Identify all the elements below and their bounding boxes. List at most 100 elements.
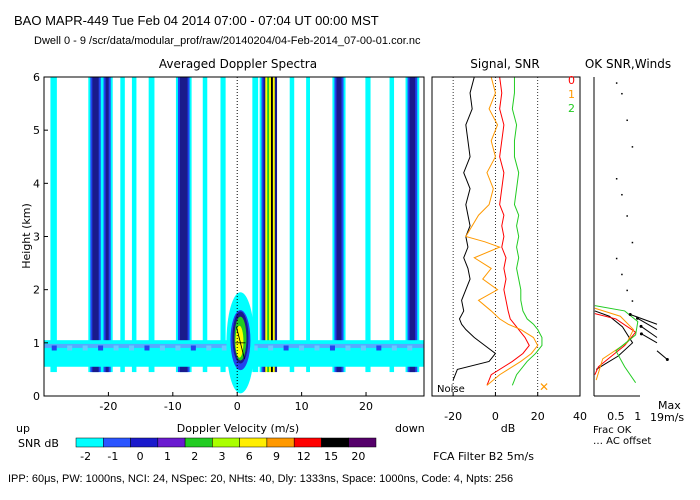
- low-layer-blob-22: [391, 345, 397, 351]
- spectra-x-ticks: -20 -10 0 10 20: [99, 392, 373, 413]
- signal-x-label: dB: [501, 422, 516, 435]
- signal-x-ticks: -20 0 20 40: [444, 392, 587, 423]
- colorbar-swatch-0: [75, 437, 104, 448]
- low-layer-blob-18: [329, 345, 335, 351]
- wind-barb-shaft-1: [637, 317, 658, 330]
- noise-label: Noise: [437, 384, 465, 395]
- winds-title: OK SNR,Winds: [585, 57, 671, 71]
- low-layer-blob-2: [82, 345, 88, 351]
- winds-panel: OK SNR,Winds 0.5 1 Frac OK … AC offset Ma…: [585, 57, 685, 447]
- frac-ok-line-2: [594, 307, 635, 381]
- low-layer-blob-15: [283, 345, 289, 351]
- low-layer-blob-1: [67, 345, 73, 351]
- spectra-xtick-label: 0: [234, 400, 241, 413]
- low-layer-blob-9: [190, 345, 196, 351]
- spectra-xtick-label: -10: [164, 400, 182, 413]
- low-layer-blob-17: [314, 345, 320, 351]
- spectra-band-12: [306, 77, 310, 373]
- frac-ok-line-0: [594, 310, 634, 370]
- colorbar-tick-4: 2: [191, 450, 198, 463]
- signal-series-line-1: [486, 76, 530, 386]
- spectra-band-8: [220, 77, 226, 373]
- spectra-band-5: [148, 77, 155, 373]
- snr-legend-2: 2: [568, 102, 575, 115]
- up-label: up: [16, 422, 30, 435]
- spectra-y-label: Height (km): [20, 203, 33, 269]
- low-layer-blob-20: [360, 345, 366, 351]
- spectra-ytick-label: 0: [33, 390, 40, 403]
- snr-colorbar: SNR dB -2 -1 0 1 2 3 6 9 12 15 20: [18, 437, 377, 463]
- ac-offset-label: … AC offset: [593, 436, 651, 447]
- snr-legend-0: 0: [568, 74, 575, 87]
- spectra-xtick-label: -20: [99, 400, 117, 413]
- colorbar-tick-1: -1: [107, 450, 118, 463]
- fca-filter-label: FCA Filter B2 5m/s: [433, 450, 534, 463]
- wind-barb-head-2: [639, 324, 643, 328]
- colorbar-swatch-5: [212, 437, 240, 448]
- signal-xtick-label: 20: [531, 410, 545, 423]
- spectra-ytick-label: 3: [33, 231, 40, 244]
- colorbar-tick-5: 3: [219, 450, 226, 463]
- spectra-bright-band-strip-2: [263, 77, 266, 373]
- signal-xtick-label: 0: [492, 410, 499, 423]
- signal-snr-panel: Signal, SNR -20 0 20 40 dB Noise 012 ✕: [431, 57, 587, 435]
- colorbar-tick-7: 9: [273, 450, 280, 463]
- low-layer-blob-10: [206, 345, 212, 351]
- signal-frame: [431, 76, 581, 397]
- signal-series-line-3: [511, 77, 543, 386]
- winds-xtick-label: 0.5: [607, 410, 625, 423]
- wind-barb-head-1: [636, 316, 640, 320]
- low-layer-blob-14: [268, 345, 274, 351]
- header-dwell: Dwell 0 - 9 /scr/data/modular_prof/raw/2…: [34, 35, 421, 47]
- low-layer-blob-13: [252, 345, 258, 351]
- spectra-band-6: [179, 77, 188, 373]
- spectra-title: Averaged Doppler Spectra: [159, 57, 317, 71]
- frac-ok-line-1: [594, 313, 637, 375]
- wind-barb-head-0: [628, 312, 632, 316]
- ac-offset-point-6: [626, 215, 628, 217]
- spectra-xtick-label: 10: [295, 400, 309, 413]
- signal-lines: [452, 76, 543, 386]
- wind-barb-shaft-4: [656, 350, 668, 360]
- spectra-band-13: [336, 77, 342, 373]
- spectra-xtick-label: 20: [359, 400, 373, 413]
- spectra-bright-band-strip-1: [261, 77, 264, 373]
- ac-offset-point-3: [631, 146, 634, 148]
- colorbar-swatch-6: [239, 437, 268, 448]
- low-layer-blob-7: [159, 345, 165, 351]
- ac-offset-point-9: [621, 273, 623, 276]
- signal-xtick-label: 40: [573, 410, 587, 423]
- colorbar-tick-3: 1: [164, 450, 171, 463]
- ac-offset-point-5: [621, 193, 623, 196]
- spectra-band-9: [252, 77, 259, 373]
- colorbar-title: SNR dB: [18, 437, 59, 450]
- ac-offset-point-7: [631, 241, 634, 244]
- colorbar-swatch-4: [184, 437, 213, 448]
- spectra-bands: [50, 77, 420, 373]
- spectra-panel: Averaged Doppler Spectra -20 -10 0 10 20 0 1 2…: [16, 57, 425, 435]
- wind-barb-shaft-0: [630, 314, 658, 325]
- spectra-bright-band-strip-3: [265, 77, 268, 373]
- marker-x-icon: ✕: [539, 380, 549, 394]
- ac-offset-point-0: [615, 82, 618, 84]
- spectra-ytick-label: 1: [33, 337, 40, 350]
- ac-offset-point-8: [615, 257, 618, 260]
- spectra-bright-band-strip-5: [269, 77, 272, 373]
- wind-barb-head-4: [665, 357, 669, 361]
- wind-barb-shaft-2: [640, 325, 658, 338]
- spectra-ytick-label: 5: [33, 124, 40, 137]
- low-layer-blob-23: [407, 345, 413, 351]
- spectra-band-11: [289, 77, 295, 373]
- spectra-bright-band-strip-8: [274, 77, 278, 373]
- low-layer-blob-3: [98, 345, 104, 351]
- colorbar-tick-8: 12: [297, 450, 311, 463]
- spectra-band-4: [131, 77, 137, 373]
- spectra-bright-band-strip-6: [270, 77, 274, 373]
- colorbar-tick-10: 20: [351, 450, 365, 463]
- snr-legend: 012: [568, 74, 575, 115]
- spectra-band-14: [365, 77, 371, 373]
- winds-xtick-label: 1: [634, 410, 641, 423]
- signal-series-line-2: [465, 76, 539, 386]
- spectra-band-0: [50, 77, 57, 373]
